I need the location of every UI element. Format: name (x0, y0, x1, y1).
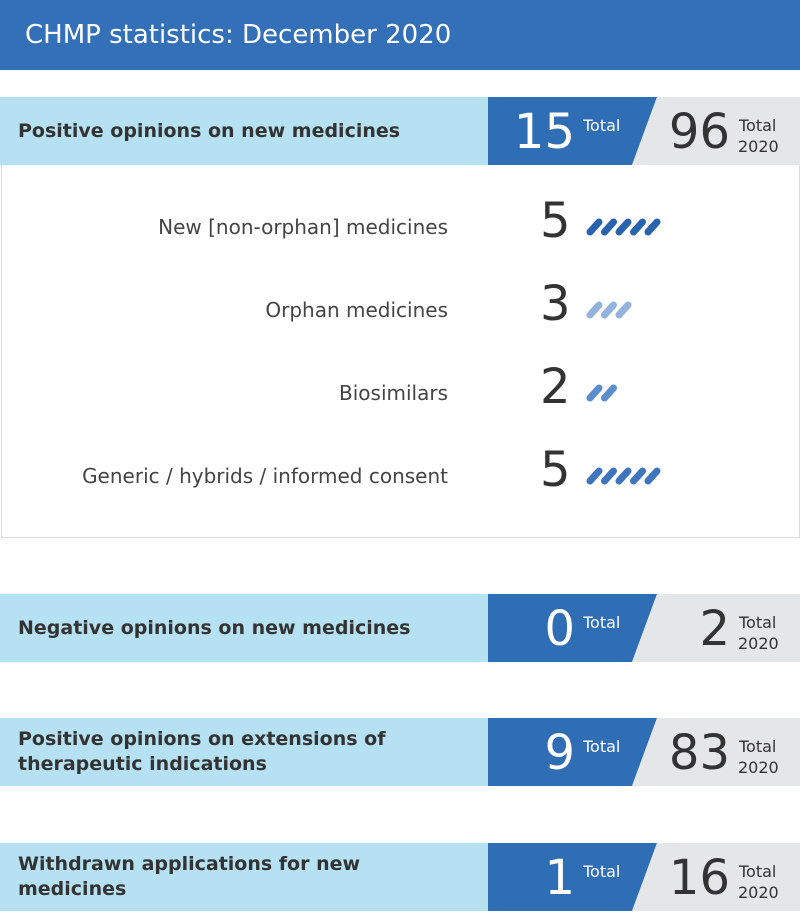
month-panel (488, 843, 657, 911)
year: 2020 (738, 758, 779, 777)
year-label: Total (739, 737, 777, 756)
section-bar: Positive opinions on new medicines 15 Tota… (0, 97, 800, 165)
pip (586, 384, 603, 402)
pip (601, 467, 617, 485)
pip (601, 218, 617, 236)
header-title: CHMP statistics: December 2020 (0, 0, 800, 70)
pip (630, 467, 646, 485)
section-title: Positive opinions on extensions of thera… (18, 728, 386, 775)
pip (630, 218, 646, 236)
month-value: 1 (544, 850, 575, 906)
year-label: Total (739, 613, 777, 632)
pips (586, 301, 632, 319)
year-panel (632, 594, 800, 662)
month-value: 9 (544, 725, 575, 781)
month-panel (488, 718, 657, 786)
pip (601, 301, 617, 319)
month-label: Total (583, 116, 621, 135)
month-label: Total (583, 737, 621, 756)
month-panel (488, 97, 657, 165)
month-label: Total (583, 862, 621, 881)
year-value: 96 (668, 104, 730, 160)
month-panel (488, 594, 657, 662)
section-bar: Negative opinions on new medicines 0 Total… (0, 594, 800, 662)
breakdown-label: New [non-orphan] medicines (158, 215, 448, 239)
year: 2020 (738, 634, 779, 653)
section-bar: Withdrawn applications for new medicines… (0, 843, 800, 911)
section-panels (488, 594, 800, 662)
breakdown-label: Biosimilars (339, 381, 448, 405)
section-panels (488, 718, 800, 786)
year-panel (632, 97, 800, 165)
breakdown-value: 5 (540, 193, 571, 249)
pip (615, 218, 632, 236)
section-title: Negative opinions on new medicines (18, 616, 411, 639)
month-label: Total (583, 613, 621, 632)
year-label: Total (739, 862, 777, 881)
breakdown-label: Orphan medicines (265, 298, 448, 322)
section-bar: Positive opinions on extensions of thera… (0, 718, 800, 786)
section-title: Positive opinions on new medicines (18, 119, 401, 142)
year-panel (632, 718, 800, 786)
year: 2020 (738, 137, 779, 156)
pip (615, 467, 632, 485)
pip (644, 467, 661, 485)
breakdown-value: 5 (540, 442, 571, 498)
pip (615, 301, 632, 319)
year-value: 83 (668, 725, 730, 781)
section-title: Withdrawn applications for new medicines (18, 853, 361, 900)
pip (586, 467, 603, 485)
year-value: 16 (668, 850, 730, 906)
breakdown-value: 2 (540, 359, 571, 415)
pips (586, 384, 617, 402)
pip (601, 384, 617, 402)
pip (644, 218, 661, 236)
month-value: 0 (544, 601, 575, 657)
breakdown-value: 3 (540, 276, 571, 332)
pip (586, 301, 603, 319)
year-panel (632, 843, 800, 911)
pip (586, 218, 603, 236)
pips (586, 467, 661, 485)
pips (586, 218, 661, 236)
breakdown-label: Generic / hybrids / informed consent (82, 464, 448, 488)
month-value: 15 (513, 104, 575, 160)
breakdown-box (1, 165, 800, 538)
section-panels (488, 97, 800, 165)
year-label: Total (739, 116, 777, 135)
year-value: 2 (699, 601, 730, 657)
year: 2020 (738, 883, 779, 902)
section-panels (488, 843, 800, 911)
